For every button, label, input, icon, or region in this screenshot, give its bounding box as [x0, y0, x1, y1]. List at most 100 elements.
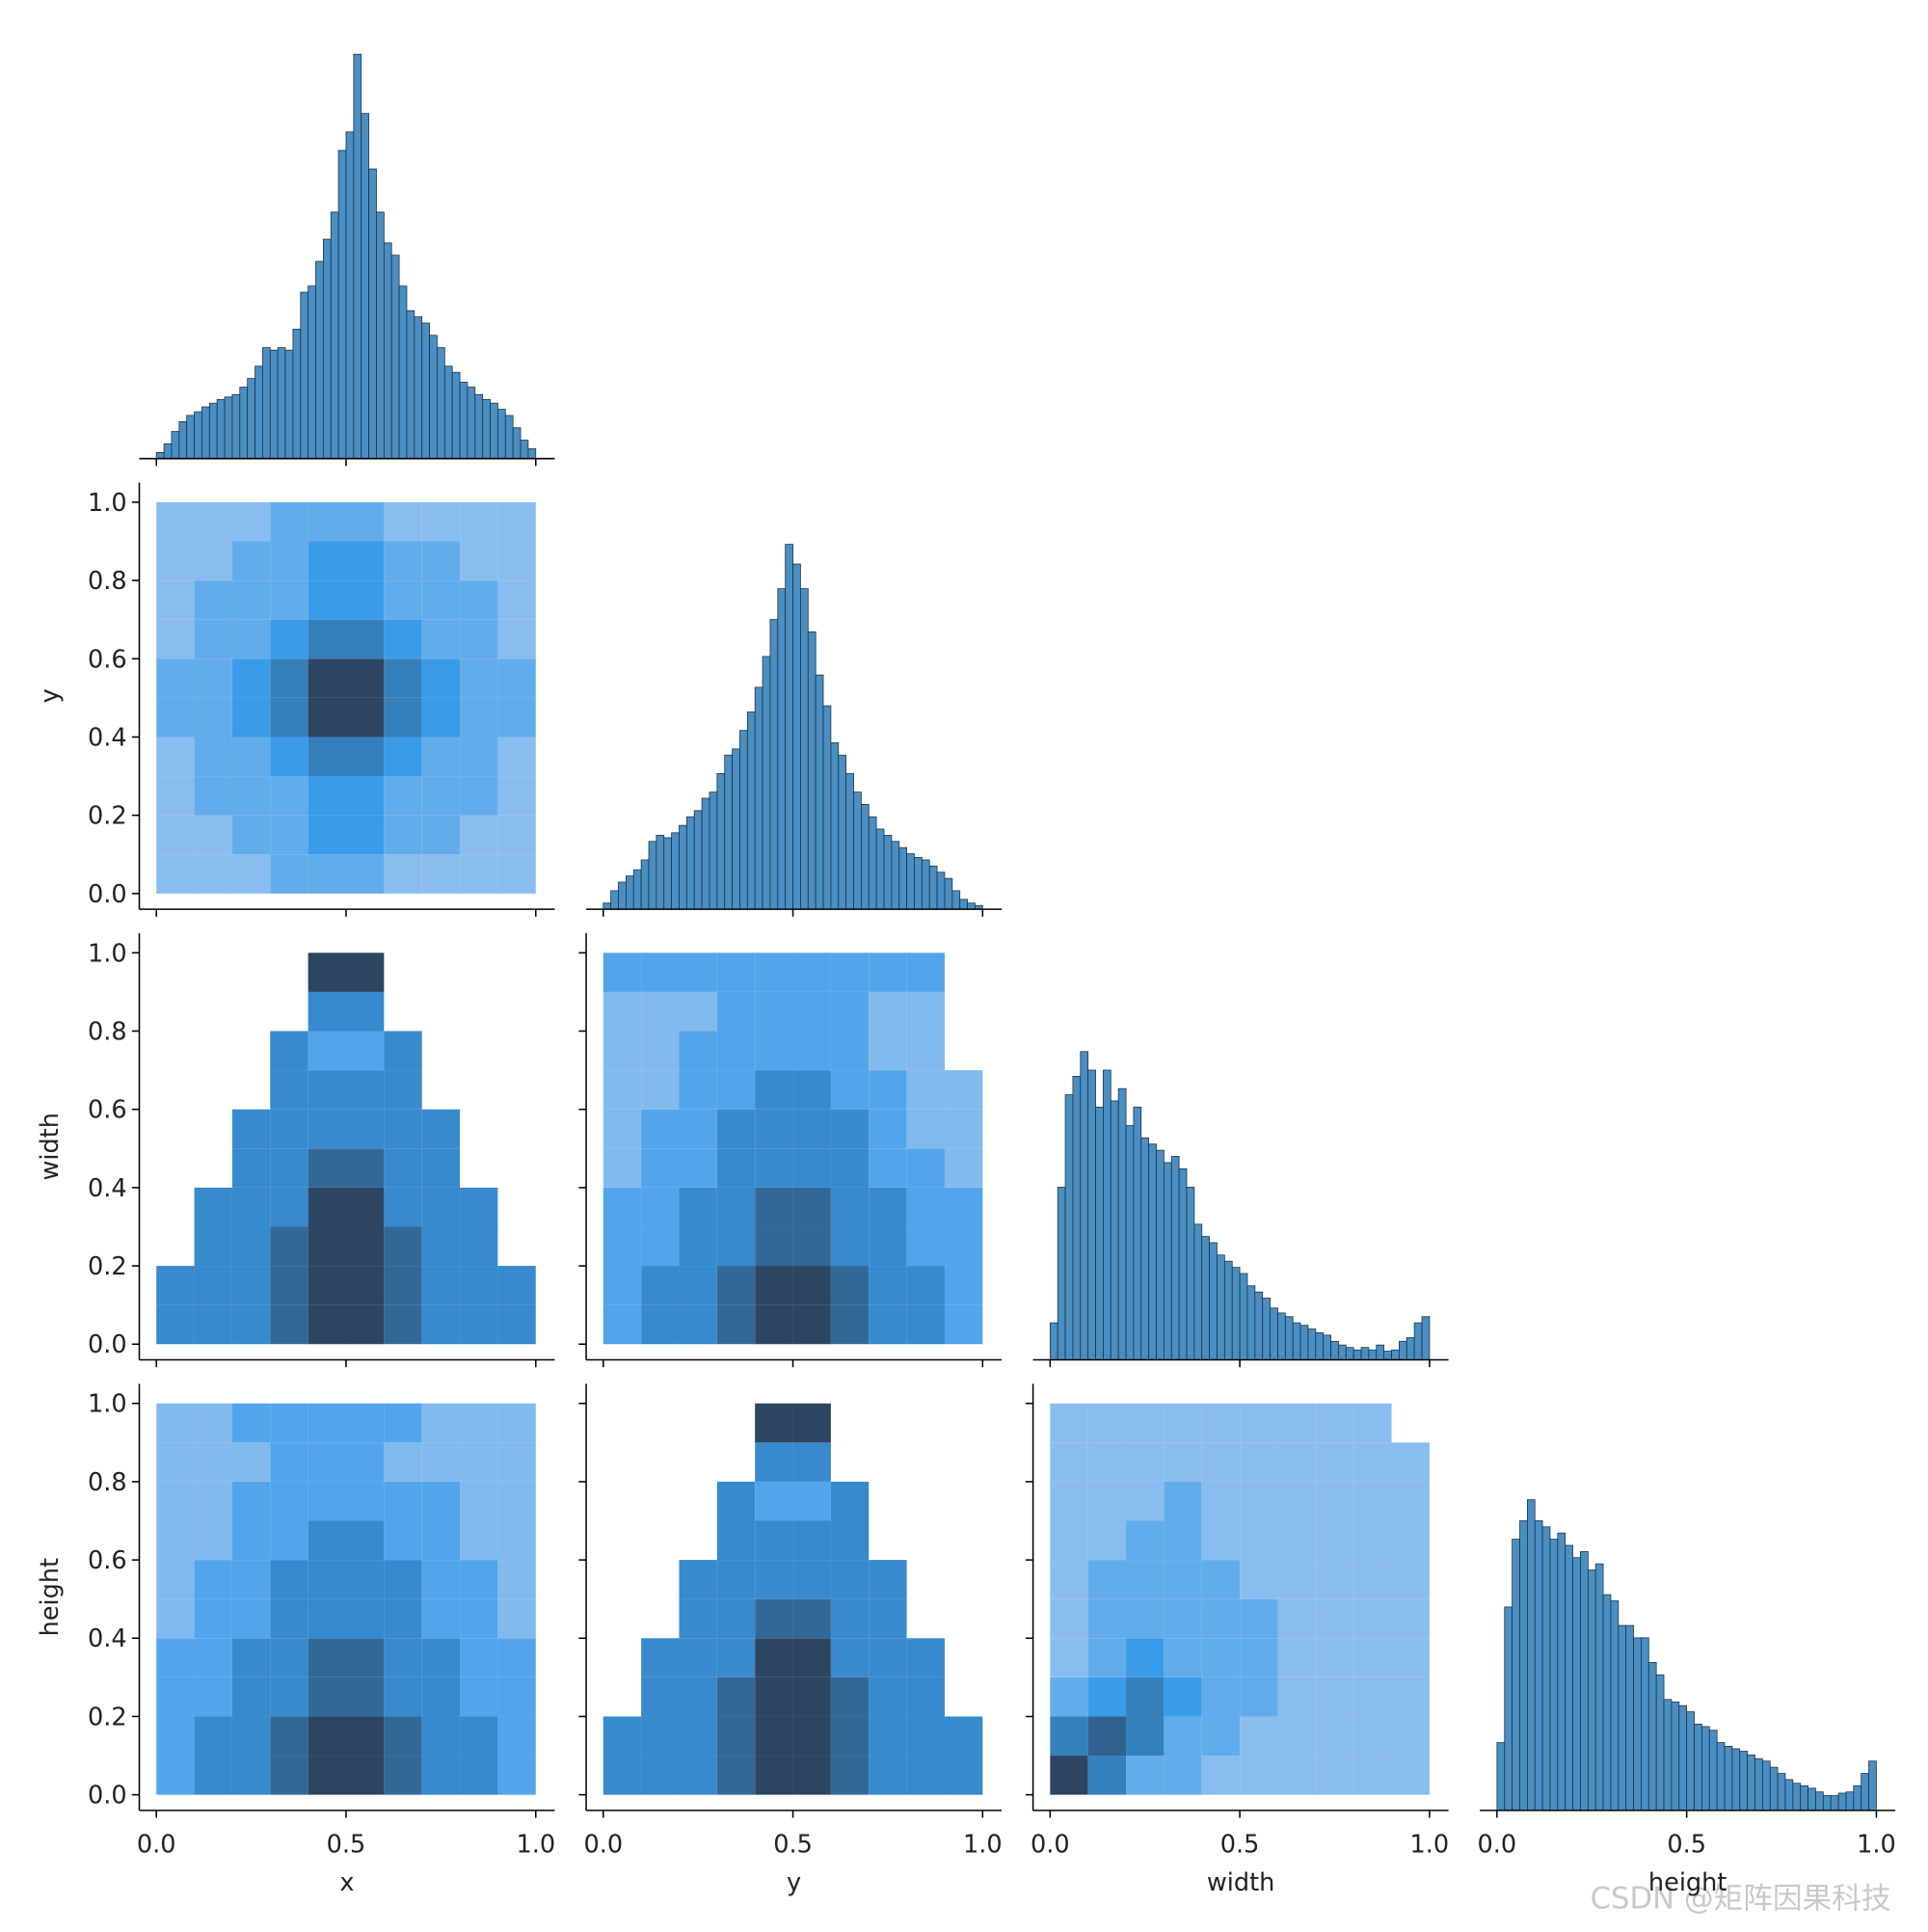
heatmap-cell — [308, 697, 346, 738]
histogram-bar — [1133, 1106, 1142, 1360]
heatmap-cell — [460, 854, 498, 894]
heatmap-cell — [830, 953, 870, 992]
heatmap-cell — [679, 1638, 717, 1677]
heatmap-cell — [1201, 1481, 1241, 1521]
histogram-bar — [1277, 1312, 1286, 1360]
histogram-bar — [724, 754, 733, 910]
heatmap-cell — [869, 1756, 907, 1795]
heatmap-cell — [830, 1716, 870, 1757]
heatmap-cell — [1353, 1756, 1392, 1795]
histogram-bar — [1800, 1784, 1808, 1811]
histogram-bar — [1117, 1087, 1127, 1360]
heatmap-cell — [384, 1148, 422, 1188]
heatmap-cell — [497, 1520, 536, 1561]
histogram-bar — [679, 824, 687, 910]
heatmap-cell — [792, 1031, 831, 1071]
histogram-bar — [1641, 1637, 1649, 1811]
heatmap-cell — [1353, 1520, 1392, 1561]
histogram-bar — [1338, 1344, 1347, 1360]
histogram-bar — [247, 378, 255, 460]
heatmap-cell — [602, 1109, 642, 1149]
histogram-bar — [1254, 1291, 1264, 1360]
heatmap-cell — [270, 1481, 308, 1521]
heatmap-cell — [716, 1481, 756, 1521]
heatmap-cell — [641, 1187, 680, 1227]
heatmap-cell — [345, 1638, 385, 1677]
heatmap-cell — [944, 1756, 983, 1795]
histogram-bar — [376, 211, 385, 460]
histogram-bar — [1519, 1519, 1528, 1811]
histogram-bar — [1534, 1519, 1543, 1811]
histogram-bar — [822, 705, 832, 910]
heatmap-cell — [1277, 1403, 1316, 1443]
heatmap-cell — [422, 953, 460, 992]
heatmap-cell — [460, 815, 498, 855]
histogram-bar — [1792, 1783, 1802, 1811]
heatmap-cell — [602, 953, 642, 992]
heatmap-cell — [308, 501, 346, 542]
histogram-bar — [1315, 1331, 1325, 1360]
heatmap-cell — [1126, 1403, 1165, 1443]
heatmap-cell — [830, 1109, 870, 1149]
histogram-bar — [1815, 1791, 1824, 1811]
heatmap-cell — [1050, 1756, 1088, 1795]
histogram-bar — [1421, 1316, 1431, 1360]
heatmap-cell — [422, 1032, 460, 1071]
heatmap-cell — [421, 1304, 461, 1345]
histogram-bar — [443, 365, 453, 460]
heatmap-cell — [755, 1756, 793, 1795]
histogram-bar — [1708, 1730, 1718, 1811]
heatmap-cell — [231, 697, 271, 738]
heatmap-cell — [345, 501, 385, 542]
heatmap-cell — [1353, 1403, 1392, 1443]
heatmap-cell — [1277, 1677, 1316, 1717]
heatmap-cell — [384, 541, 422, 581]
heatmap-cell — [195, 1110, 232, 1149]
y-tick-label: 0.4 — [88, 1624, 127, 1653]
heatmap-cell — [384, 1560, 422, 1599]
heatmap-cell — [156, 1442, 195, 1482]
heatmap-cell — [231, 501, 271, 542]
heatmap-cell — [497, 580, 536, 620]
heatmap-cell — [679, 1598, 717, 1639]
heatmap-cell — [603, 1442, 641, 1482]
heatmap-cell — [641, 1716, 680, 1757]
histogram-bar — [769, 619, 779, 910]
heatmap-cell — [869, 1187, 907, 1227]
histogram-bar — [1625, 1624, 1634, 1811]
heatmap-cell — [1391, 1520, 1430, 1561]
histogram-bar — [1072, 1075, 1082, 1360]
heatmap-cell — [1126, 1442, 1165, 1482]
heatmap-cell — [1391, 1716, 1430, 1757]
heatmap-cell — [231, 1481, 271, 1521]
heatmap-cell — [1201, 1677, 1241, 1717]
heatmap-cell — [716, 1598, 756, 1639]
heatmap-cell — [1087, 1442, 1127, 1482]
heatmap-cell — [460, 776, 498, 816]
histogram-bar — [262, 347, 271, 460]
x-tick-label: 0.5 — [773, 1830, 813, 1859]
heatmap-cell — [1353, 1560, 1392, 1599]
y-tick-label: 0.8 — [88, 1468, 127, 1497]
heatmap-cell — [906, 1304, 945, 1345]
heatmap-cell — [345, 697, 385, 738]
heatmap-cell — [421, 1403, 461, 1443]
heatmap-cell — [421, 1481, 461, 1521]
heatmap-cell — [792, 1481, 831, 1521]
heatmap-cell — [497, 1481, 536, 1521]
heatmap-cell — [755, 1266, 793, 1305]
heatmap-cell — [1201, 1560, 1241, 1599]
heatmap-cell — [270, 580, 308, 620]
histogram-bar — [1663, 1699, 1673, 1811]
histogram-bar — [1307, 1328, 1317, 1360]
heatmap-cell — [460, 580, 498, 620]
histogram-bar — [701, 797, 710, 910]
heatmap-cell — [156, 1110, 194, 1149]
heatmap-cell — [869, 1266, 907, 1305]
heatmap-cell — [792, 1148, 831, 1188]
histogram-bar — [1345, 1347, 1354, 1360]
heatmap-cell — [1391, 1756, 1430, 1795]
heatmap-cell — [460, 1187, 498, 1227]
histogram-bar — [451, 371, 461, 460]
heatmap-cell — [231, 1266, 271, 1305]
